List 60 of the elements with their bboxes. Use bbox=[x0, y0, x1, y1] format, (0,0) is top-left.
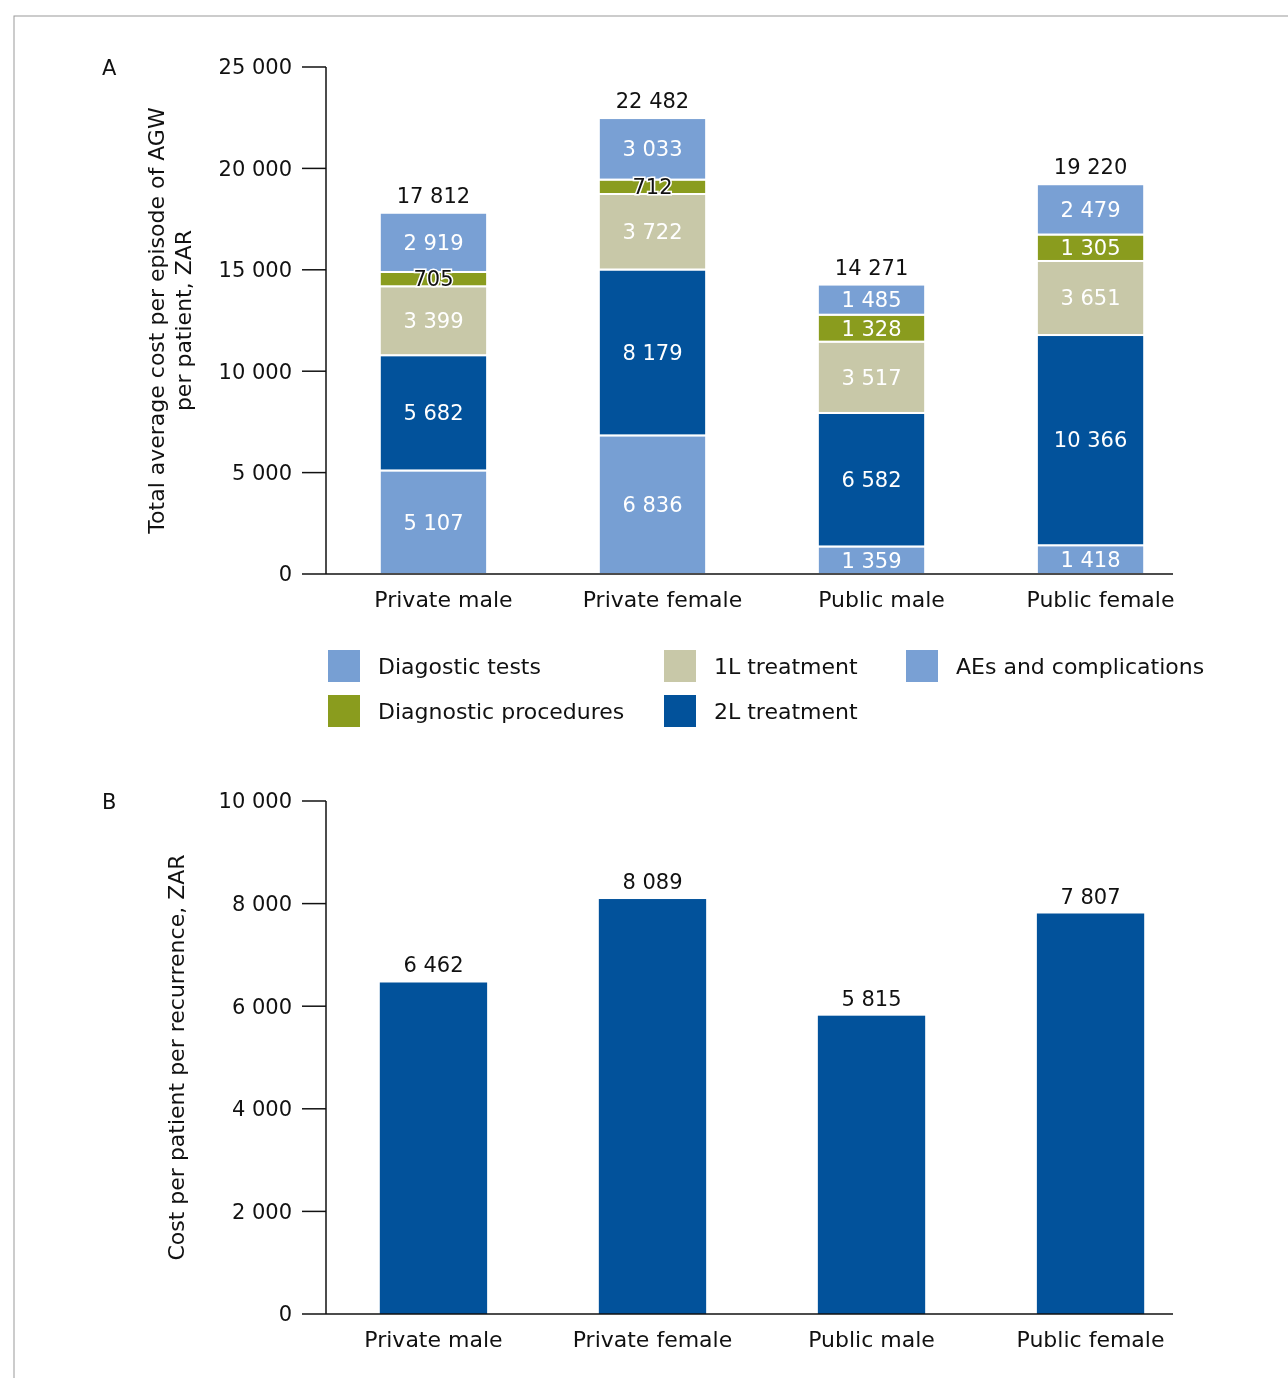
x-tick-label: Public male bbox=[818, 587, 945, 612]
total-label: 14 271 bbox=[834, 255, 909, 280]
y-axis-title: Total average cost per episode of AGW per patient, ZAR bbox=[144, 107, 196, 535]
data-label: 3 722 bbox=[622, 220, 683, 245]
x-tick-label: Private male bbox=[374, 587, 513, 612]
data-label: 3 033 bbox=[622, 137, 683, 162]
y-tick-label: 5 000 bbox=[231, 460, 292, 485]
legend-label: AEs and complications bbox=[956, 653, 1205, 679]
data-label: 6 462 bbox=[403, 953, 464, 978]
data-label: 8 179 bbox=[622, 340, 683, 365]
total-label: 19 220 bbox=[1053, 155, 1128, 180]
data-label: 7 807 bbox=[1060, 884, 1121, 909]
bar bbox=[1036, 913, 1145, 1314]
y-tick-label: 15 000 bbox=[218, 258, 292, 283]
data-label: 3 651 bbox=[1060, 286, 1121, 311]
data-label: 8 089 bbox=[622, 870, 683, 895]
y-axis-title: Cost per patient per recurrence, ZAR bbox=[164, 854, 189, 1261]
y-tick-label: 8 000 bbox=[231, 891, 292, 916]
legend-label: 1L treatment bbox=[714, 653, 858, 679]
y-tick-label: 20 000 bbox=[218, 156, 292, 181]
data-label: 6 582 bbox=[841, 468, 902, 493]
y-tick-label: 10 000 bbox=[218, 359, 292, 384]
x-tick-label: Private male bbox=[364, 1327, 503, 1352]
data-label: 6 836 bbox=[622, 493, 683, 518]
bar bbox=[598, 899, 707, 1314]
legend-label: Diagnostic procedures bbox=[378, 698, 625, 724]
total-label: 17 812 bbox=[396, 183, 471, 208]
total-label: 22 482 bbox=[615, 89, 690, 114]
y-tick-label: 4 000 bbox=[231, 1097, 292, 1122]
text: A bbox=[102, 56, 117, 80]
y-tick-label: 0 bbox=[278, 1302, 292, 1327]
data-label: 3 517 bbox=[841, 365, 902, 390]
x-tick-label: Private female bbox=[572, 1327, 733, 1352]
data-label: 1 485 bbox=[841, 287, 902, 312]
data-label: 1 359 bbox=[841, 548, 902, 573]
x-tick-label: Public female bbox=[1026, 587, 1175, 612]
data-label: 10 366 bbox=[1053, 428, 1128, 453]
data-label: 5 815 bbox=[841, 986, 902, 1011]
y-tick-label: 2 000 bbox=[231, 1199, 292, 1224]
bar bbox=[379, 982, 488, 1314]
x-tick-label: Public female bbox=[1016, 1327, 1165, 1352]
data-label: 2 919 bbox=[403, 230, 464, 255]
data-label: 1 305 bbox=[1060, 236, 1121, 261]
data-label: 1 328 bbox=[841, 316, 902, 341]
legend-label: Diagostic tests bbox=[378, 653, 541, 679]
y-tick-label: 6 000 bbox=[231, 994, 292, 1019]
data-label: 5 107 bbox=[403, 510, 464, 535]
data-label: 5 682 bbox=[403, 401, 464, 426]
legend-label: 2L treatment bbox=[714, 698, 858, 724]
bar bbox=[817, 1015, 926, 1314]
text: B bbox=[102, 790, 117, 814]
data-label: 712 bbox=[632, 175, 673, 200]
y-tick-label: 25 000 bbox=[218, 55, 292, 80]
y-tick-label: 10 000 bbox=[218, 789, 292, 814]
data-label: 3 399 bbox=[403, 309, 464, 334]
y-tick-label: 0 bbox=[278, 562, 292, 587]
data-label: 1 418 bbox=[1060, 547, 1121, 572]
x-tick-label: Private female bbox=[582, 587, 743, 612]
data-label: 2 479 bbox=[1060, 197, 1121, 222]
x-tick-label: Public male bbox=[808, 1327, 935, 1352]
